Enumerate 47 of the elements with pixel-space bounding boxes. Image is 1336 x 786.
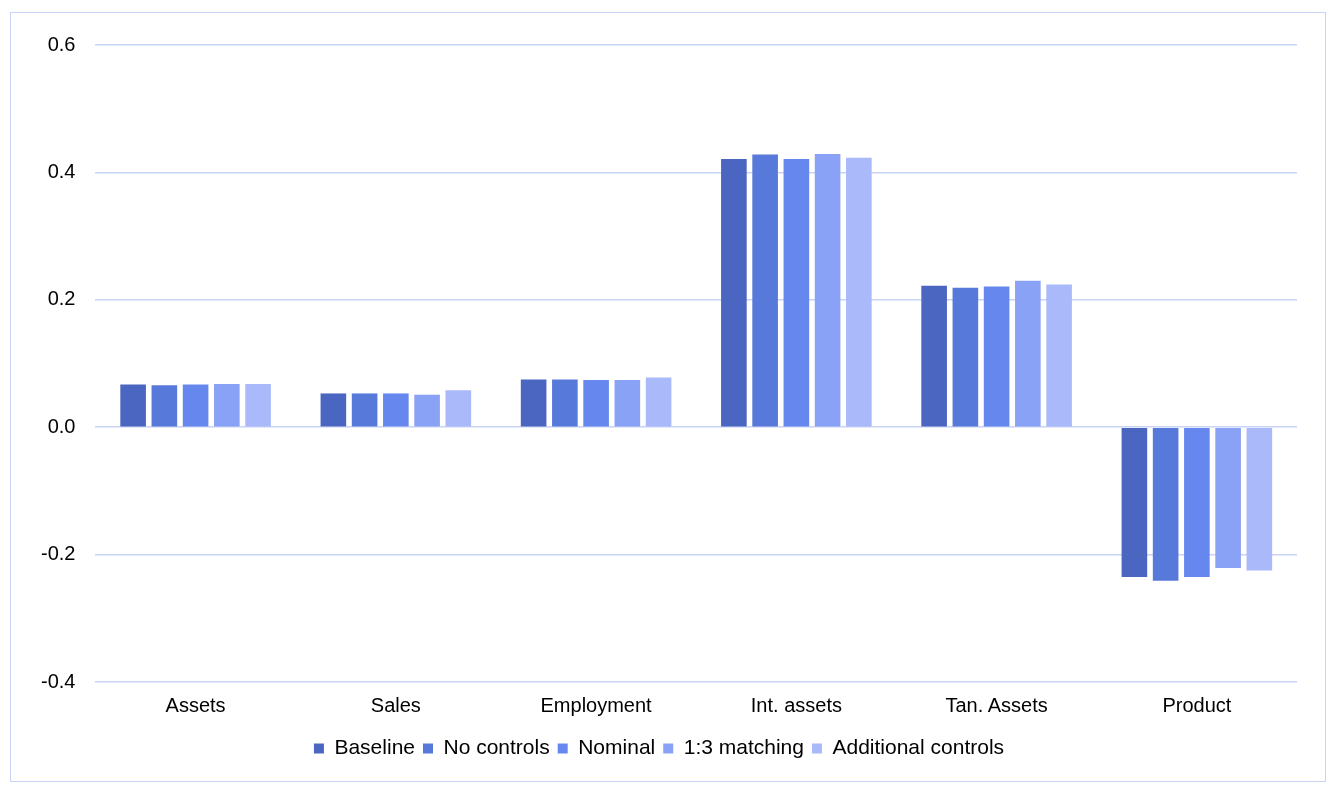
bar — [214, 383, 240, 427]
bar — [414, 394, 440, 427]
x-tick-label: Int. assets — [750, 693, 842, 716]
bar — [846, 157, 872, 427]
bar — [383, 393, 409, 427]
bar — [1121, 427, 1148, 577]
legend-label: No controls — [443, 735, 550, 759]
y-tick-label: 0.0 — [47, 414, 76, 437]
bar — [520, 379, 547, 427]
x-tick-label: Assets — [165, 693, 226, 716]
legend-label: 1:3 matching — [683, 735, 804, 759]
legend-label: Additional controls — [832, 735, 1005, 759]
y-tick-label: 0.2 — [47, 287, 76, 310]
bar — [721, 159, 747, 427]
bar — [151, 385, 178, 427]
legend-label: Nominal — [578, 735, 656, 759]
bar — [1215, 427, 1241, 568]
bar — [120, 384, 146, 427]
bar — [983, 286, 1010, 427]
bar — [921, 285, 947, 427]
bar — [445, 390, 472, 427]
bar — [552, 379, 578, 427]
x-tick-label: Employment — [540, 693, 653, 716]
y-tick-label: -0.4 — [40, 669, 76, 692]
x-tick-label: Product — [1162, 693, 1232, 716]
bar — [645, 377, 672, 427]
y-tick-label: 0.4 — [47, 159, 76, 182]
y-tick-label: 0.6 — [47, 32, 76, 55]
bar — [1246, 427, 1273, 571]
bar — [952, 287, 979, 427]
bar — [351, 393, 378, 427]
bar — [1184, 427, 1210, 577]
bar — [614, 380, 641, 427]
y-tick-label: -0.2 — [40, 542, 76, 565]
bar — [783, 159, 810, 427]
bar — [320, 393, 347, 427]
x-tick-label: Sales — [370, 693, 421, 716]
bar — [1015, 280, 1041, 427]
legend-label: Baseline — [334, 735, 415, 759]
bar — [583, 380, 609, 427]
bar — [182, 384, 209, 427]
bar — [245, 383, 271, 427]
x-tick-label: Tan. Assets — [945, 693, 1048, 716]
bar — [752, 154, 778, 427]
bar — [1046, 284, 1072, 427]
bar — [814, 153, 841, 427]
bar — [1152, 427, 1179, 581]
